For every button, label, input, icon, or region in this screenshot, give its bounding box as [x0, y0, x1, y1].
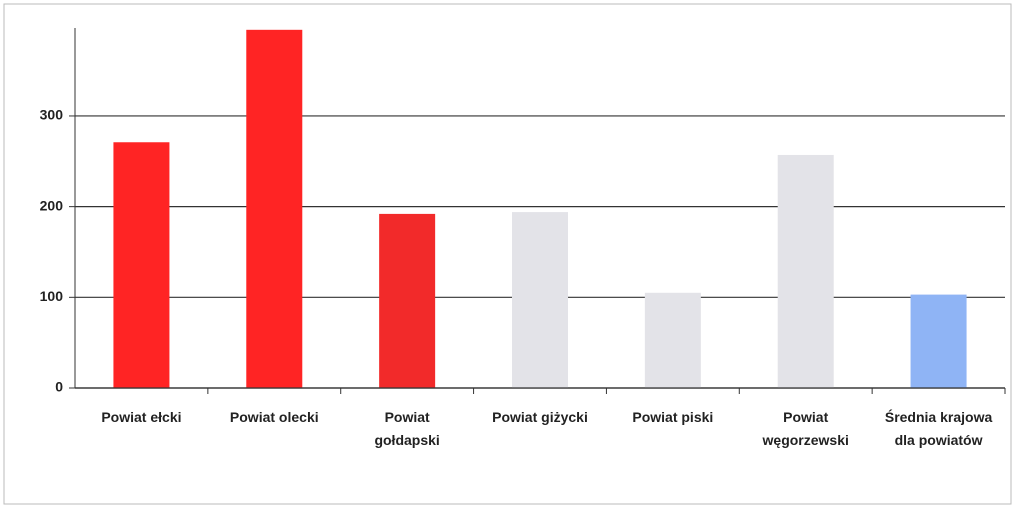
chart-border [3, 3, 1012, 505]
bar [246, 29, 303, 389]
bar [379, 213, 436, 388]
x-tick-label: Powiat piski [632, 409, 714, 425]
y-tick-label: 0 [55, 379, 63, 395]
bar [113, 142, 170, 388]
bar [512, 212, 568, 388]
bar [777, 154, 834, 388]
x-tick-label: Powiat ełcki [101, 409, 182, 425]
y-tick-label: 100 [40, 288, 64, 304]
y-tick-label: 200 [40, 197, 64, 213]
x-tick-label: Powiat olecki [229, 409, 319, 425]
y-tick-label: 300 [40, 107, 64, 123]
bar [910, 294, 967, 388]
bar [644, 292, 701, 388]
x-tick-label: Powiat gołdapski [374, 409, 440, 448]
x-tick-label: Powiat giżycki [492, 409, 588, 425]
x-tick-label: Średnia krajowa dla powiatów [884, 409, 993, 448]
x-tick-label: Powiat węgorzewski [762, 409, 849, 448]
